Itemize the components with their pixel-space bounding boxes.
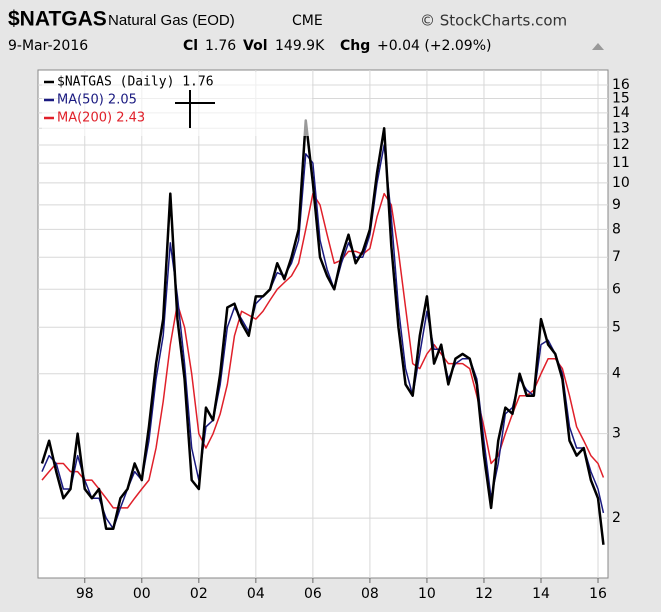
x-tick-label: 12 — [475, 586, 493, 602]
close: 1.76 — [205, 38, 236, 54]
y-tick-label: 10 — [612, 175, 630, 191]
instrument-name: Natural Gas (EOD) — [108, 12, 235, 29]
x-tick-label: 10 — [418, 586, 436, 602]
symbol: $NATGAS — [8, 8, 107, 31]
x-tick-label: 98 — [76, 586, 94, 602]
vol: 149.9K — [275, 38, 325, 54]
y-tick-label: 12 — [612, 137, 630, 153]
y-tick-label: 6 — [612, 281, 621, 297]
series-line — [41, 192, 605, 509]
x-tick-label: 06 — [304, 586, 322, 602]
y-tick-label: 14 — [612, 105, 630, 121]
x-tick-label: 04 — [247, 586, 265, 602]
y-tick-label: 8 — [612, 221, 621, 237]
series-line — [41, 144, 605, 530]
y-tick-label: 7 — [612, 249, 621, 265]
y-tick-label: 13 — [612, 120, 630, 136]
x-tick-label: 14 — [532, 586, 550, 602]
x-tick-label: 00 — [133, 586, 151, 602]
exchange: CME — [292, 13, 323, 29]
y-tick-label: 2 — [612, 510, 621, 526]
date: 9-Mar-2016 — [8, 38, 88, 54]
plot-area — [37, 69, 609, 579]
legend-label: MA(50) 2.05 — [57, 93, 137, 108]
y-tick-label: 9 — [612, 197, 621, 213]
x-tick-label: 02 — [190, 586, 208, 602]
y-tick-label: 11 — [612, 155, 630, 171]
legend-label: MA(200) 2.43 — [57, 111, 145, 126]
close-label: Cl — [183, 38, 198, 54]
chg-label: Chg — [340, 38, 370, 54]
vol-label: Vol — [243, 38, 268, 54]
y-tick-label: 15 — [612, 91, 630, 107]
x-tick-label: 08 — [361, 586, 379, 602]
chg: +0.04 (+2.09%) — [377, 38, 491, 54]
y-tick-label: 16 — [612, 77, 630, 93]
legend-label: $NATGAS (Daily) 1.76 — [57, 75, 214, 90]
x-tick-label: 16 — [589, 586, 607, 602]
source: © StockCharts.com — [420, 12, 567, 30]
series-line — [40, 119, 605, 545]
y-tick-label: 4 — [612, 366, 621, 382]
up-arrow — [592, 43, 604, 50]
y-tick-label: 5 — [612, 319, 621, 335]
y-tick-label: 3 — [612, 426, 621, 442]
